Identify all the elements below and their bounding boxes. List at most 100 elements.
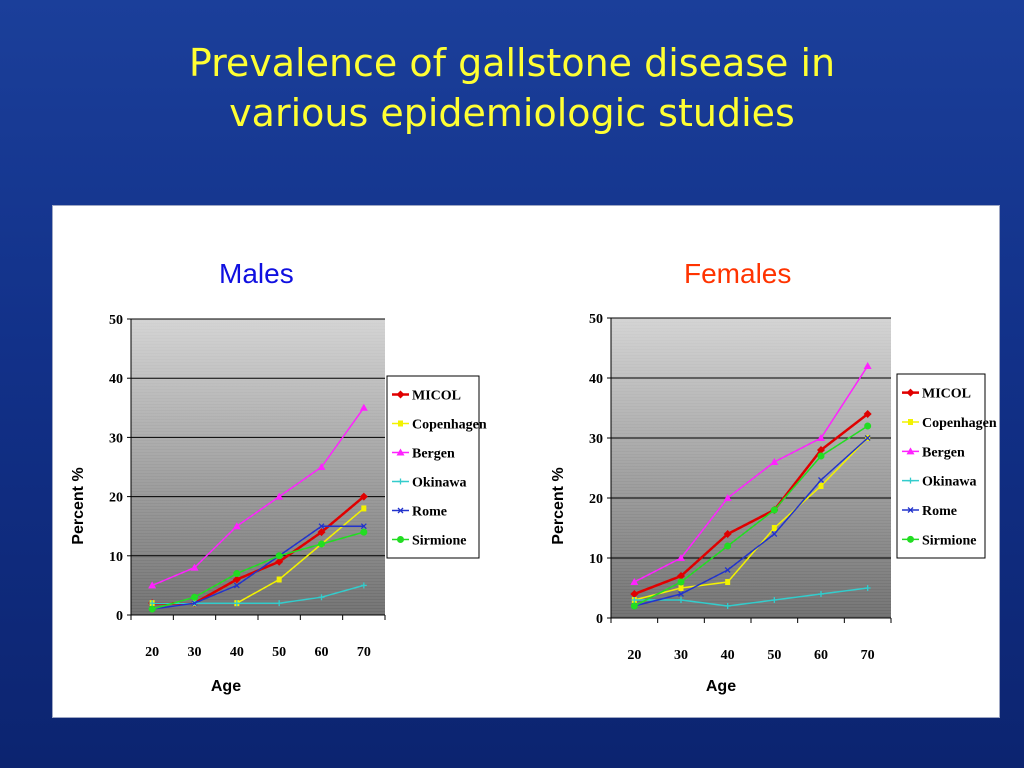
x-tick-label: 30 bbox=[674, 648, 688, 663]
data-point-legend-okinawa bbox=[907, 477, 914, 484]
x-tick-label: 50 bbox=[767, 648, 781, 663]
data-point-sirmione bbox=[275, 552, 283, 560]
series-line-micol bbox=[633, 413, 869, 596]
series-okinawa bbox=[631, 585, 871, 609]
data-point-micol bbox=[723, 530, 732, 538]
y-tick-label: 30 bbox=[589, 432, 603, 447]
legend-item-micol: MICOL bbox=[392, 389, 461, 404]
series-sirmione bbox=[630, 422, 872, 610]
x-axis-title: Age bbox=[211, 678, 241, 695]
data-point-bergen bbox=[770, 458, 779, 465]
series-line-rome bbox=[634, 437, 869, 607]
data-point-sirmione bbox=[770, 506, 778, 514]
data-point-rome bbox=[318, 523, 325, 530]
y-tick-label: 0 bbox=[596, 612, 603, 627]
legend-item-sirmione: Sirmione bbox=[902, 533, 976, 548]
data-point-okinawa bbox=[864, 585, 871, 591]
data-point-bergen bbox=[148, 581, 157, 589]
legend-item-copenhagen: Copenhagen bbox=[902, 416, 997, 431]
legend-label-rome: Rome bbox=[412, 505, 447, 520]
data-point-copenhagen bbox=[678, 585, 684, 591]
data-point-bergen bbox=[275, 492, 284, 500]
legend-item-okinawa: Okinawa bbox=[902, 475, 976, 490]
data-point-copenhagen bbox=[276, 576, 282, 583]
legend-label-okinawa: Okinawa bbox=[922, 475, 976, 490]
y-tick-label: 40 bbox=[109, 372, 123, 387]
legend-item-copenhagen: Copenhagen bbox=[392, 418, 487, 433]
series-line-sirmione bbox=[633, 425, 869, 607]
data-point-legend-micol bbox=[906, 388, 915, 397]
series-line-rome bbox=[152, 525, 364, 610]
data-point-sirmione bbox=[630, 602, 638, 610]
data-point-sirmione bbox=[148, 605, 156, 613]
legend-label-sirmione: Sirmione bbox=[922, 533, 976, 548]
x-tick-label: 60 bbox=[814, 648, 828, 663]
x-tick-label: 70 bbox=[861, 648, 875, 663]
data-point-rome bbox=[771, 531, 778, 537]
series-line-okinawa bbox=[152, 584, 365, 604]
females-chart-title: Females bbox=[684, 258, 792, 289]
data-point-legend-rome bbox=[907, 507, 914, 513]
legend-item-bergen: Bergen bbox=[902, 445, 965, 460]
legend-item-sirmione: Sirmione bbox=[392, 534, 466, 549]
x-tick-label: 40 bbox=[230, 645, 244, 660]
data-point-bergen bbox=[359, 403, 368, 411]
legend-box bbox=[896, 373, 986, 559]
data-point-micol bbox=[817, 446, 825, 454]
data-point-micol bbox=[275, 557, 284, 566]
series-line-bergen bbox=[633, 365, 869, 583]
data-point-sirmione bbox=[864, 422, 872, 430]
legend-label-copenhagen: Copenhagen bbox=[412, 418, 487, 433]
data-point-legend-micol bbox=[396, 390, 405, 399]
data-point-rome bbox=[678, 591, 684, 597]
x-tick-label: 30 bbox=[188, 645, 202, 660]
data-point-sirmione bbox=[724, 542, 732, 550]
data-point-copenhagen bbox=[771, 525, 777, 531]
series-line-sirmione bbox=[151, 531, 365, 610]
males-chart-title: Males bbox=[219, 258, 294, 289]
x-tick-label: 60 bbox=[315, 645, 329, 660]
data-point-bergen bbox=[317, 463, 326, 470]
x-tick-label: 70 bbox=[357, 645, 371, 660]
legend-label-bergen: Bergen bbox=[922, 445, 965, 460]
series-line-bergen bbox=[151, 407, 365, 587]
legend: MICOL Copenhagen Bergen Okinawa Rome Sirmione bbox=[896, 373, 997, 559]
legend-item-rome: Rome bbox=[392, 505, 447, 520]
legend-item-bergen: Bergen bbox=[392, 447, 455, 462]
data-point-rome bbox=[191, 600, 198, 607]
data-point-sirmione bbox=[817, 452, 825, 460]
legend-box bbox=[386, 375, 480, 559]
legend-label-rome: Rome bbox=[922, 504, 957, 519]
data-point-okinawa bbox=[631, 597, 638, 603]
charts-panel: Males Females 0 10 20 30 40 50 20 30 40 50 60 70 Age… bbox=[52, 205, 1000, 718]
data-point-okinawa bbox=[233, 600, 240, 607]
data-point-rome bbox=[360, 523, 367, 530]
x-tick-label: 20 bbox=[145, 645, 159, 660]
y-tick-label: 50 bbox=[589, 312, 603, 327]
y-tick-label: 0 bbox=[116, 609, 123, 624]
data-point-sirmione bbox=[318, 540, 325, 548]
data-point-copenhagen bbox=[361, 505, 367, 512]
data-point-legend-bergen bbox=[396, 448, 405, 456]
x-tick-label: 40 bbox=[721, 648, 735, 663]
data-point-legend-sirmione bbox=[907, 535, 914, 543]
males-line-chart: 0 10 20 30 40 50 20 30 40 50 60 70 Age Percent % MICOL… bbox=[70, 313, 487, 695]
title-line-2: various epidemiologic studies bbox=[229, 91, 795, 135]
data-point-micol bbox=[359, 492, 368, 501]
data-point-micol bbox=[232, 575, 241, 584]
data-point-copenhagen bbox=[725, 579, 731, 585]
data-point-legend-rome bbox=[397, 507, 404, 514]
data-point-micol bbox=[317, 528, 326, 537]
legend: MICOL Copenhagen Bergen Okinawa Rome Sirmione bbox=[386, 375, 487, 559]
data-point-sirmione bbox=[360, 528, 368, 536]
y-tick-label: 10 bbox=[109, 550, 123, 565]
data-point-okinawa bbox=[360, 582, 367, 589]
data-point-legend-copenhagen bbox=[908, 419, 913, 425]
legend-label-micol: MICOL bbox=[922, 387, 971, 402]
data-point-okinawa bbox=[149, 600, 156, 607]
title-line-1: Prevalence of gallstone disease in bbox=[188, 41, 836, 85]
females-line-chart: 0 10 20 30 40 50 20 30 40 50 60 70 Age Percent % MICOL… bbox=[550, 312, 997, 695]
series-bergen bbox=[148, 403, 368, 589]
y-axis-title: Percent % bbox=[550, 467, 567, 544]
x-tick-label: 20 bbox=[627, 648, 641, 663]
